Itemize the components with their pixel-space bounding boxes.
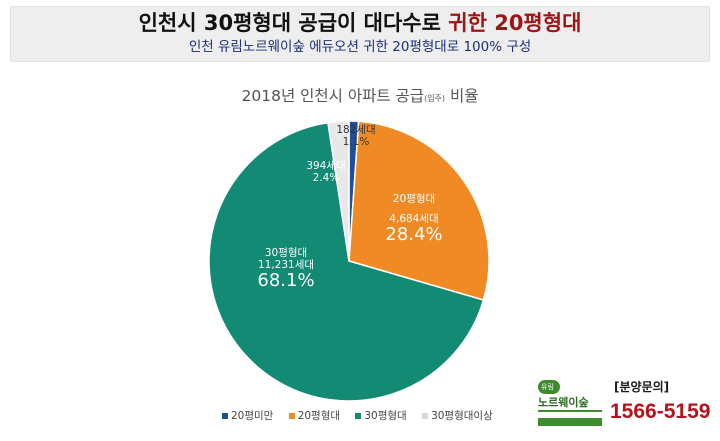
label-over-30-units: 394세대 — [306, 160, 346, 172]
legend-swatch-under-20 — [222, 413, 228, 419]
legend: 20평미만 20평형대 30평형대 30평형대이상 — [222, 408, 505, 423]
logo-badge — [538, 380, 560, 394]
logo-bar — [538, 418, 602, 426]
label-over-30-percent: 2.4% — [312, 172, 340, 185]
headline-main: 인천시 30평형대 공급이 대다수로 — [138, 11, 449, 35]
inquiry-label: [분양문의] — [614, 380, 670, 394]
logo-divider — [538, 410, 602, 412]
legend-item-over-30: 30평형대이상 — [422, 408, 493, 423]
phone-number[interactable]: 1566-5159 — [610, 400, 711, 423]
chart-title-suffix: 비율 — [445, 87, 479, 105]
chart-title-main: 2018년 인천시 아파트 공급 — [241, 87, 425, 105]
legend-swatch-over-30 — [422, 413, 429, 419]
logo-small-text: 유림 — [541, 383, 554, 391]
headline-accent: 귀한 20평형대 — [448, 11, 582, 35]
label-under-20-units: 182세대 — [336, 124, 376, 136]
label-20s-percent: 28.4% — [385, 224, 443, 246]
label-20s-units: 4,684세대 — [389, 213, 439, 226]
legend-label-under-20: 20평미만 — [231, 410, 274, 422]
label-30s-name: 30평형대 — [264, 247, 308, 259]
brand-block: 유림 노르웨이숲 [분양문의] 1566-5159 — [536, 372, 716, 436]
brand-logo: 유림 노르웨이숲 — [536, 380, 604, 434]
logo-name: 노르웨이숲 — [538, 396, 589, 409]
slice-over-30 — [327, 120, 350, 262]
legend-label-over-30: 30평형대이상 — [431, 410, 493, 422]
legend-swatch-20s — [288, 413, 295, 419]
legend-label-20s: 20평형대 — [297, 410, 341, 422]
header-banner: 인천시 30평형대 공급이 대다수로 귀한 20평형대 인천 유림노르웨이숲 에… — [10, 6, 710, 62]
legend-label-30s: 30평형대 — [364, 410, 407, 422]
label-20s: 20평형대 4,684세대 28.4% — [385, 193, 442, 246]
subheadline: 인천 유림노르웨이숲 에듀오션 귀한 20평형대로 100% 구성 — [188, 39, 532, 55]
chart-title: 2018년 인천시 아파트 공급(입주) 비율 — [0, 84, 720, 106]
label-30s-percent: 68.1% — [257, 270, 315, 292]
headline: 인천시 30평형대 공급이 대다수로 귀한 20평형대 — [11, 9, 709, 37]
label-30s-units: 11,231세대 — [257, 259, 315, 272]
legend-item-20s: 20평형대 — [288, 408, 341, 423]
label-20s-name: 20평형대 — [392, 193, 436, 205]
legend-item-30s: 30평형대 — [355, 408, 407, 423]
slice-30s — [208, 121, 485, 402]
label-under-20-percent: 1.1% — [342, 136, 370, 149]
slice-20s — [348, 120, 490, 301]
label-30s: 30평형대 11,231세대 68.1% — [257, 247, 314, 292]
label-under-20: 182세대 1.1% — [336, 124, 375, 148]
chart-title-small: (입주) — [424, 94, 446, 103]
label-over-30: 394세대 2.4% — [306, 160, 345, 184]
legend-item-under-20: 20평미만 — [222, 408, 273, 423]
legend-swatch-30s — [355, 413, 362, 419]
